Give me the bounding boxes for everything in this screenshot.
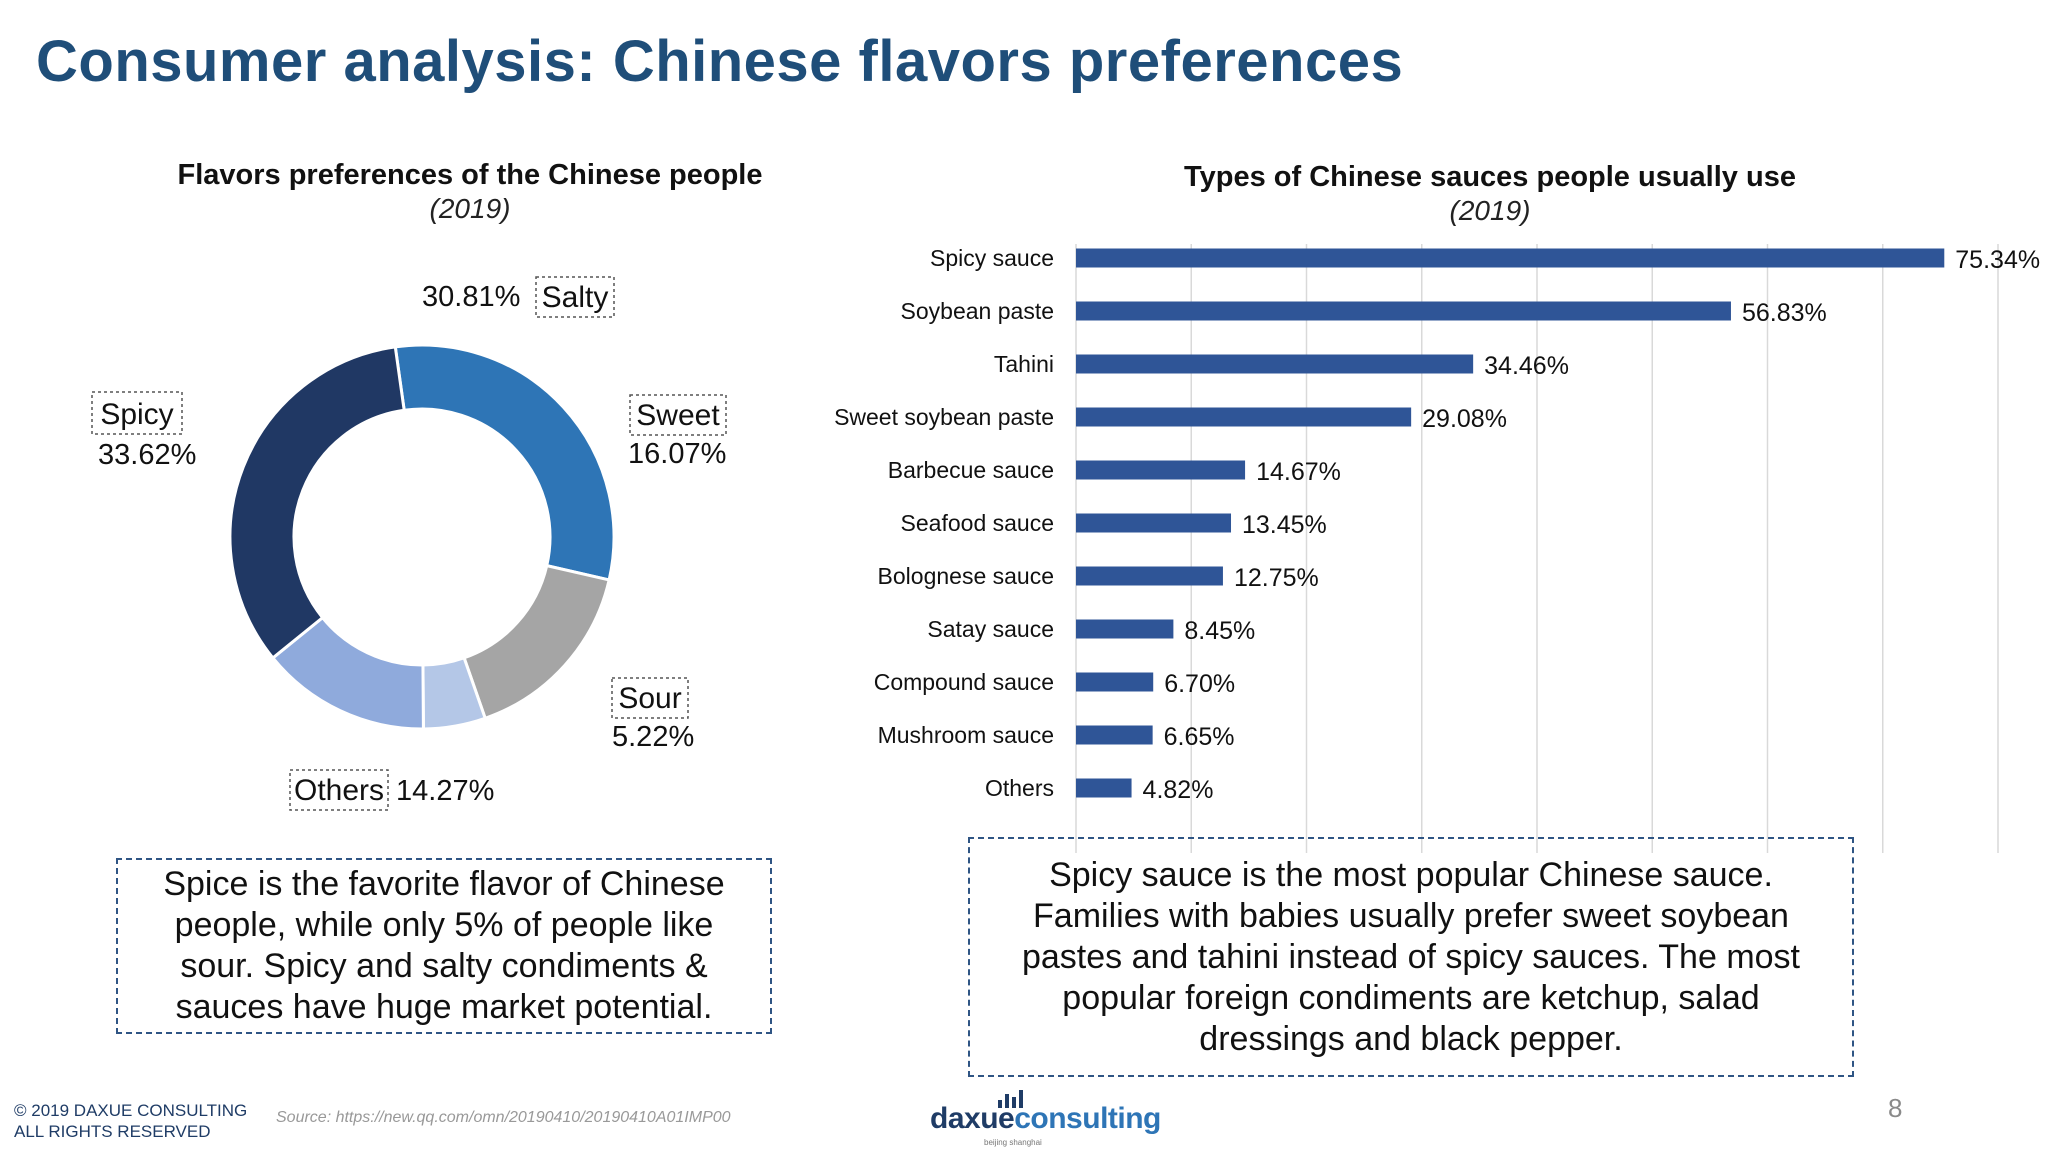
logo-tagline: beijing shanghai [984, 1138, 1042, 1147]
donut-label-sour: Sour [618, 682, 681, 715]
bar-value-label: 56.83% [1742, 299, 1827, 327]
donut-slice-sweet [462, 563, 611, 721]
bar-compound-sauce [1076, 672, 1154, 692]
donut-label-salty: Salty [542, 281, 609, 314]
donut-value-salty: 30.81% [422, 281, 520, 313]
bar-category-label: Sweet soybean paste [834, 404, 1054, 430]
bar-chart-subtitle: (2019) [1449, 195, 1531, 226]
bar-category-label: Spicy sauce [930, 245, 1054, 271]
left-callout: Spice is the favorite flavor of Chinese … [116, 858, 772, 1034]
bar-value-label: 13.45% [1242, 511, 1327, 539]
donut-slice-spicy [228, 345, 406, 661]
bar-category-label: Compound sauce [874, 669, 1054, 695]
right-callout: Spicy sauce is the most popular Chinese … [968, 837, 1854, 1077]
logo-text-a: daxue [930, 1102, 1015, 1135]
bar-satay-sauce [1076, 619, 1174, 639]
bar-value-label: 34.46% [1484, 352, 1569, 380]
bar-bolognese-sauce [1076, 566, 1223, 586]
bar-value-label: 12.75% [1234, 564, 1319, 592]
copyright-line-2: ALL RIGHTS RESERVED [14, 1122, 211, 1141]
donut-label-spicy: Spicy [100, 398, 173, 431]
bar-category-label: Barbecue sauce [888, 457, 1054, 483]
bar-soybean-paste [1076, 301, 1731, 321]
bar-value-label: 14.67% [1256, 458, 1341, 486]
bar-value-label: 29.08% [1422, 405, 1507, 433]
donut-value-sour: 5.22% [612, 721, 694, 753]
logo-text-b: consulting [1014, 1102, 1161, 1135]
bar-value-label: 75.34% [1955, 246, 2040, 274]
donut-value-sweet: 16.07% [628, 438, 726, 470]
copyright: © 2019 DAXUE CONSULTING ALL RIGHTS RESER… [14, 1100, 247, 1142]
bar-category-label: Others [985, 775, 1054, 801]
donut-slice-others [270, 615, 425, 731]
bar-value-label: 4.82% [1143, 776, 1214, 804]
bar-value-label: 6.70% [1164, 670, 1235, 698]
copyright-line-1: © 2019 DAXUE CONSULTING [14, 1101, 248, 1120]
bar-others [1076, 778, 1132, 798]
company-logo: daxueconsulting [930, 1102, 1161, 1136]
source-note: Source: https://new.qq.com/omn/20190410/… [276, 1109, 731, 1126]
bar-mushroom-sauce [1076, 725, 1153, 745]
donut-slice-salty [393, 343, 616, 582]
donut-label-box-sweet [629, 394, 727, 436]
bar-chart-title: Types of Chinese sauces people usually u… [1184, 161, 1796, 193]
bar-value-label: 8.45% [1184, 617, 1255, 645]
bar-barbecue-sauce [1076, 460, 1246, 480]
bar-value-label: 6.65% [1164, 723, 1235, 751]
bar-category-label: Tahini [994, 351, 1054, 377]
bar-spicy-sauce [1076, 248, 1945, 268]
bar-category-label: Soybean paste [901, 298, 1054, 324]
bar-category-label: Bolognese sauce [878, 563, 1054, 589]
donut-label-sweet: Sweet [636, 399, 720, 432]
donut-slice-sour [421, 655, 488, 731]
donut-label-box-sour [611, 677, 689, 719]
bar-tahini [1076, 354, 1474, 374]
donut-label-box-salty [535, 276, 615, 318]
donut-chart-title: Flavors preferences of the Chinese peopl… [177, 159, 763, 191]
donut-chart-subtitle: (2019) [429, 193, 511, 224]
donut-label-box-spicy [91, 391, 183, 435]
page-number: 8 [1888, 1093, 1903, 1123]
donut-value-others: 14.27% [396, 775, 494, 807]
bar-category-label: Seafood sauce [901, 510, 1054, 536]
page-title: Consumer analysis: Chinese flavors prefe… [36, 29, 1404, 94]
bar-sweet-soybean-paste [1076, 407, 1412, 427]
bar-category-label: Satay sauce [927, 616, 1054, 642]
donut-label-others: Others [294, 774, 384, 807]
donut-label-box-others [289, 769, 389, 811]
donut-value-spicy: 33.62% [98, 439, 196, 471]
logo-bars-icon [998, 1090, 1023, 1108]
bar-seafood-sauce [1076, 513, 1232, 533]
bar-category-label: Mushroom sauce [878, 722, 1054, 748]
